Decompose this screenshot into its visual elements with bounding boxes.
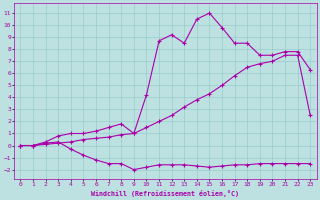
X-axis label: Windchill (Refroidissement éolien,°C): Windchill (Refroidissement éolien,°C)	[91, 190, 239, 197]
